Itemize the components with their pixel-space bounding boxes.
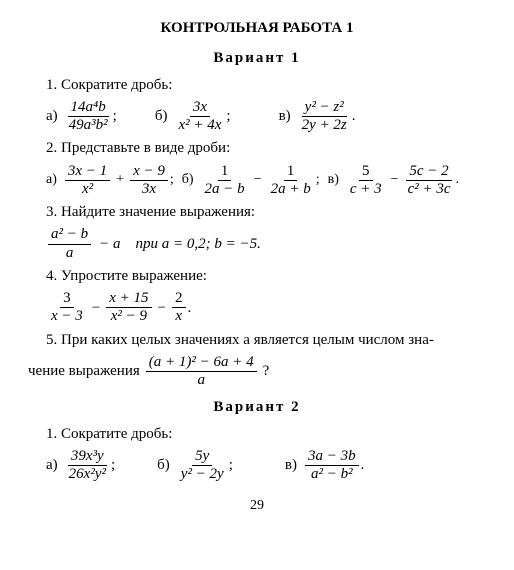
den: x² + 4x	[175, 117, 224, 134]
frac-3: a² − b a	[48, 226, 91, 262]
task-1-row: а) 14a⁴b 49a³b² ; б) 3x x² + 4x ; в) y² …	[28, 99, 486, 135]
label-a: а)	[46, 171, 57, 190]
minus: −	[158, 298, 166, 318]
label-b: б)	[157, 455, 170, 475]
label-a: а)	[46, 455, 58, 475]
den: 3x	[139, 181, 159, 198]
label-b: б)	[155, 106, 168, 126]
minus: −	[391, 171, 399, 190]
punct: .	[456, 171, 460, 190]
variant-2-heading: Вариант 2	[28, 397, 486, 417]
num: 3a − 3b	[305, 448, 359, 466]
task-5-row: чение выражения (a + 1)² − 6a + 4 a ?	[28, 354, 486, 390]
frac-2b1: 1 2a − b	[202, 163, 248, 199]
label-a: а)	[46, 106, 58, 126]
question-mark: ?	[263, 361, 270, 381]
den: 49a³b²	[66, 117, 111, 134]
num: 3x − 1	[65, 163, 110, 181]
frac-1b: 3x x² + 4x	[175, 99, 224, 135]
num: 5y	[192, 448, 212, 466]
den: c + 3	[347, 181, 385, 198]
frac-2c1: 5 c + 3	[347, 163, 385, 199]
task-5-line1: 5. При каких целых значениях a является …	[28, 330, 486, 350]
den: 2a + b	[268, 181, 314, 198]
den: a	[194, 372, 208, 389]
task-2: 2. Представьте в виде дроби:	[28, 138, 486, 158]
den: a² − b²	[308, 466, 356, 483]
plus: +	[116, 171, 124, 190]
minus: −	[92, 298, 100, 318]
variant-1-heading: Вариант 1	[28, 48, 486, 68]
frac-4a: 3 x − 3	[48, 290, 86, 326]
frac-4c: 2 x	[172, 290, 186, 326]
num: 3	[60, 290, 74, 308]
label-b: б)	[182, 171, 194, 190]
frac-1c: y² − z² 2y + 2z	[299, 99, 350, 135]
task-4-row: 3 x − 3 − x + 15 x² − 9 − 2 x .	[46, 290, 486, 326]
punct: .	[188, 298, 192, 318]
frac-5: (a + 1)² − 6a + 4 a	[146, 354, 257, 390]
num: 5c − 2	[406, 163, 451, 181]
num: 14a⁴b	[68, 99, 109, 117]
num: 3x	[190, 99, 210, 117]
task-3-row: a² − b a − a при a = 0,2; b = −5.	[46, 226, 486, 262]
num: x − 9	[130, 163, 168, 181]
den: x² − 9	[108, 308, 150, 325]
label-v: в)	[285, 455, 297, 475]
den: 2y + 2z	[299, 117, 350, 134]
v2-frac-1b: 5y y² − 2y	[178, 448, 227, 484]
punct: ;	[113, 106, 117, 126]
den: 2a − b	[202, 181, 248, 198]
v2-task-1: 1. Сократите дробь:	[28, 424, 486, 444]
label-v: в)	[328, 171, 339, 190]
num: a² − b	[48, 226, 91, 244]
punct: ;	[226, 106, 230, 126]
label-v: в)	[279, 106, 291, 126]
den: x	[172, 308, 185, 325]
v2-task-1-row: а) 39x³y 26x²y² ; б) 5y y² − 2y ; в) 3a …	[28, 448, 486, 484]
num: 1	[284, 163, 298, 181]
num: 5	[359, 163, 373, 181]
punct: ;	[316, 171, 320, 190]
num: (a + 1)² − 6a + 4	[146, 354, 257, 372]
num: 39x³y	[68, 448, 107, 466]
num: 1	[218, 163, 232, 181]
task-4: 4. Упростите выражение:	[28, 266, 486, 286]
den: y² − 2y	[178, 466, 227, 483]
task-1: 1. Сократите дробь:	[28, 75, 486, 95]
punct: ;	[229, 455, 233, 475]
den: x²	[79, 181, 96, 198]
frac-2a1: 3x − 1 x²	[65, 163, 110, 199]
punct: ;	[111, 455, 115, 475]
frac-2a2: x − 9 3x	[130, 163, 168, 199]
den: a	[63, 245, 77, 262]
den: c² + 3c	[405, 181, 454, 198]
punct: ;	[170, 171, 174, 190]
task-5-line2: чение выражения	[28, 361, 140, 381]
frac-1a: 14a⁴b 49a³b²	[66, 99, 111, 135]
frac-2b2: 1 2a + b	[268, 163, 314, 199]
task-2-row: а) 3x − 1 x² + x − 9 3x ; б) 1 2a − b − …	[28, 163, 486, 199]
task-3-tail: − a при a = 0,2; b = −5.	[99, 234, 261, 254]
num: 2	[172, 290, 186, 308]
frac-4b: x + 15 x² − 9	[106, 290, 151, 326]
num: x + 15	[106, 290, 151, 308]
den: 26x²y²	[66, 466, 109, 483]
frac-2c2: 5c − 2 c² + 3c	[405, 163, 454, 199]
v2-frac-1c: 3a − 3b a² − b²	[305, 448, 359, 484]
punct: .	[361, 455, 365, 475]
page-title: КОНТРОЛЬНАЯ РАБОТА 1	[28, 18, 486, 38]
page-number: 29	[28, 497, 486, 516]
minus: −	[254, 171, 262, 190]
v2-frac-1a: 39x³y 26x²y²	[66, 448, 109, 484]
den: x − 3	[48, 308, 86, 325]
punct: .	[352, 106, 356, 126]
num: y² − z²	[302, 99, 347, 117]
task-3: 3. Найдите значение выражения:	[28, 202, 486, 222]
